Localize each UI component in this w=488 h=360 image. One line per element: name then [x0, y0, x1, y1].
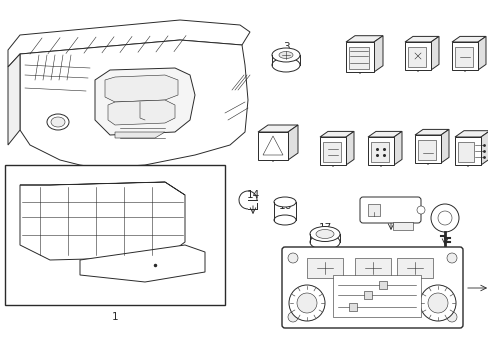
- Bar: [367, 204, 379, 216]
- Bar: [407, 47, 425, 67]
- Polygon shape: [105, 75, 178, 102]
- Circle shape: [287, 253, 297, 263]
- Polygon shape: [319, 131, 353, 137]
- Ellipse shape: [51, 117, 65, 127]
- Polygon shape: [263, 136, 283, 155]
- Bar: [332, 275, 420, 317]
- Text: 6: 6: [269, 137, 276, 147]
- Text: 7: 7: [329, 142, 336, 152]
- Bar: [396, 258, 432, 278]
- Polygon shape: [287, 125, 297, 160]
- FancyBboxPatch shape: [359, 197, 420, 223]
- Polygon shape: [8, 20, 249, 67]
- Ellipse shape: [416, 206, 424, 214]
- Circle shape: [430, 204, 458, 232]
- Ellipse shape: [315, 230, 333, 238]
- Polygon shape: [108, 100, 175, 125]
- Bar: [392, 222, 412, 230]
- Polygon shape: [258, 125, 297, 132]
- Polygon shape: [440, 129, 448, 163]
- Bar: [454, 47, 472, 67]
- Text: 13: 13: [437, 221, 451, 231]
- Bar: [451, 42, 477, 70]
- Polygon shape: [20, 182, 184, 195]
- Polygon shape: [373, 36, 382, 72]
- Text: 4: 4: [356, 49, 363, 59]
- Ellipse shape: [279, 51, 292, 58]
- Circle shape: [296, 293, 316, 313]
- Bar: [378, 281, 386, 289]
- Bar: [306, 258, 342, 278]
- Bar: [5, 165, 224, 305]
- Text: 11: 11: [457, 47, 470, 57]
- Polygon shape: [95, 68, 195, 135]
- Polygon shape: [414, 129, 448, 135]
- Bar: [454, 137, 480, 165]
- Bar: [370, 142, 388, 162]
- Text: 9: 9: [424, 140, 430, 150]
- Bar: [319, 137, 346, 165]
- Polygon shape: [367, 131, 401, 137]
- Text: 12: 12: [384, 206, 397, 216]
- Polygon shape: [80, 245, 204, 282]
- Bar: [367, 137, 393, 165]
- Circle shape: [437, 211, 451, 225]
- Bar: [258, 132, 287, 160]
- Polygon shape: [480, 131, 488, 165]
- Circle shape: [419, 285, 455, 321]
- Ellipse shape: [271, 58, 299, 72]
- Polygon shape: [404, 36, 438, 42]
- Polygon shape: [451, 36, 485, 42]
- Polygon shape: [115, 132, 164, 138]
- Circle shape: [446, 253, 456, 263]
- Text: 8: 8: [377, 142, 384, 152]
- Text: 10: 10: [461, 142, 473, 152]
- Polygon shape: [346, 131, 353, 165]
- Bar: [404, 42, 430, 70]
- Bar: [363, 291, 371, 299]
- Text: 1: 1: [111, 312, 118, 322]
- Polygon shape: [20, 40, 247, 168]
- Ellipse shape: [273, 215, 295, 225]
- Bar: [348, 47, 368, 69]
- FancyBboxPatch shape: [282, 247, 462, 328]
- Polygon shape: [20, 182, 184, 260]
- Bar: [346, 42, 373, 72]
- Circle shape: [427, 293, 447, 313]
- Circle shape: [446, 312, 456, 322]
- Ellipse shape: [47, 114, 69, 130]
- Polygon shape: [346, 36, 382, 42]
- Circle shape: [288, 285, 325, 321]
- Polygon shape: [454, 131, 488, 137]
- Ellipse shape: [273, 197, 295, 207]
- Bar: [323, 142, 340, 162]
- Bar: [354, 258, 390, 278]
- Text: 3: 3: [282, 42, 289, 52]
- Text: 5: 5: [414, 47, 421, 57]
- Ellipse shape: [309, 226, 339, 242]
- Bar: [348, 303, 356, 311]
- Bar: [417, 140, 435, 160]
- Bar: [414, 135, 440, 163]
- Text: 17: 17: [318, 223, 331, 233]
- Bar: [457, 142, 473, 162]
- Ellipse shape: [271, 48, 299, 62]
- Polygon shape: [430, 36, 438, 70]
- Ellipse shape: [309, 234, 339, 249]
- Text: 16: 16: [278, 201, 291, 211]
- Text: 2: 2: [154, 298, 161, 308]
- Polygon shape: [393, 131, 401, 165]
- Circle shape: [287, 312, 297, 322]
- Text: 14: 14: [246, 190, 259, 200]
- Polygon shape: [8, 54, 20, 145]
- Polygon shape: [477, 36, 485, 70]
